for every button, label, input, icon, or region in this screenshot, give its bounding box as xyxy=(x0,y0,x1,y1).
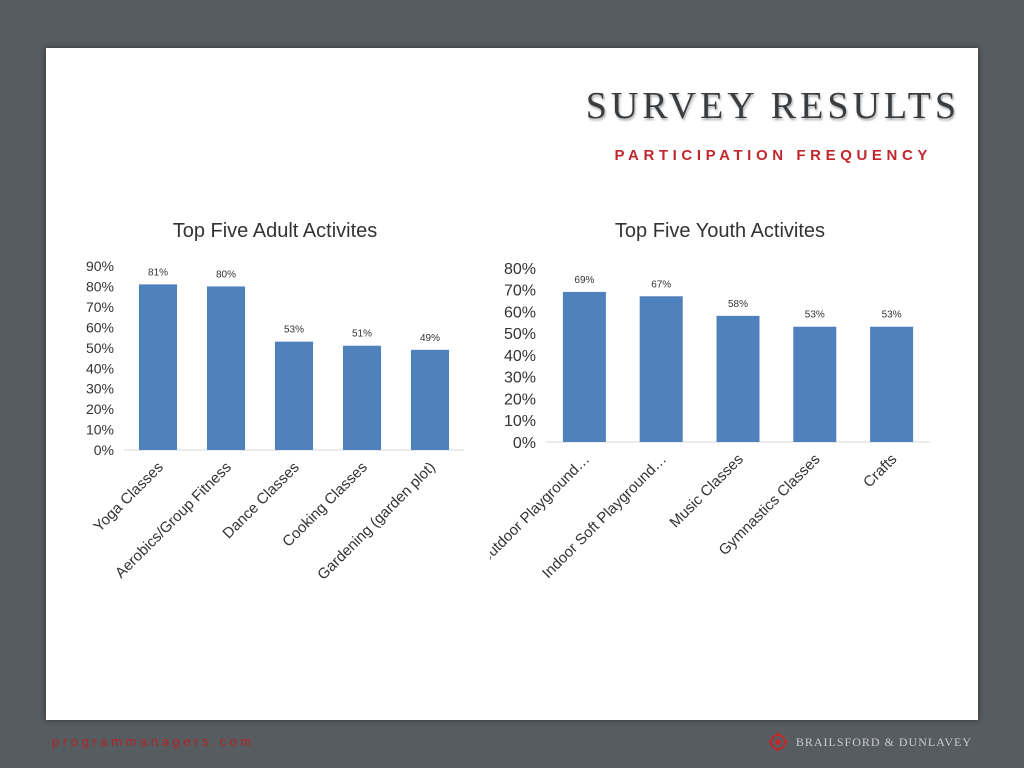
x-tick-label: Aerobics/Group Fitness xyxy=(112,459,235,582)
data-label: 80% xyxy=(216,269,236,280)
bar xyxy=(410,349,450,450)
bar xyxy=(206,286,246,450)
y-tick-label: 20% xyxy=(86,401,114,417)
y-tick-label: 90% xyxy=(86,258,114,274)
x-tick-label: Music Classes xyxy=(666,451,746,531)
data-label: 69% xyxy=(574,275,594,286)
youth-activities-chart: Top Five Youth Activites 0% 10% 20% 30% 40% 5… xyxy=(490,218,950,618)
bar xyxy=(716,315,760,442)
y-tick-label: 30% xyxy=(86,381,114,397)
bar xyxy=(639,296,683,442)
footer-logo-text: BRAILSFORD & DUNLAVEY xyxy=(795,734,972,749)
data-label: 51% xyxy=(352,329,372,340)
y-tick-label: 80% xyxy=(86,278,114,294)
bar xyxy=(793,326,837,442)
y-tick-label: 70% xyxy=(504,283,536,300)
compass-logo-icon xyxy=(766,731,789,753)
y-tick-label: 10% xyxy=(86,422,114,438)
bar xyxy=(562,291,606,442)
y-tick-label: 70% xyxy=(86,299,114,315)
bar xyxy=(274,341,314,450)
footer-logo: BRAILSFORD & DUNLAVEY xyxy=(766,730,972,754)
chart-title: Top Five Adult Activites xyxy=(172,220,378,242)
x-tick-label: Yoga Classes xyxy=(90,459,166,535)
data-label: 81% xyxy=(148,267,168,278)
y-tick-label: 0% xyxy=(513,435,536,452)
page-title: SURVEY RESULTS xyxy=(585,85,960,127)
bar xyxy=(138,284,178,450)
page-subtitle: PARTICIPATION FREQUENCY xyxy=(614,147,932,164)
data-label: 53% xyxy=(284,325,304,336)
footer-url: programmanagers.com xyxy=(52,734,255,749)
bar xyxy=(870,326,914,442)
y-tick-label: 30% xyxy=(504,370,536,387)
data-label: 53% xyxy=(805,310,825,321)
y-tick-label: 60% xyxy=(86,319,114,335)
bar xyxy=(342,345,382,450)
y-tick-label: 80% xyxy=(504,261,536,278)
y-tick-label: 40% xyxy=(86,360,114,376)
data-label: 67% xyxy=(651,279,671,290)
data-label: 58% xyxy=(728,299,748,310)
y-tick-label: 50% xyxy=(504,326,536,343)
youth-chart-plot: 0%10%20%30%40%50%60%70%80%69%Outdoor Pla… xyxy=(490,261,930,582)
x-tick-label: Gardening (garden plot) xyxy=(314,459,439,584)
y-tick-label: 40% xyxy=(504,348,536,365)
y-tick-label: 20% xyxy=(504,391,536,408)
chart-title: Top Five Youth Activites xyxy=(614,220,826,242)
x-tick-label: Crafts xyxy=(860,451,900,491)
y-tick-label: 50% xyxy=(86,340,114,356)
x-tick-label: Indoor Soft Playground… xyxy=(539,451,670,582)
data-label: 53% xyxy=(882,310,902,321)
y-tick-label: 10% xyxy=(504,413,536,430)
adult-chart-plot: 0% 10% 20% 30% 40% 50% 60% 70% 80% 90% 81% Yoga Cla… xyxy=(86,258,464,584)
data-label: 49% xyxy=(420,333,440,344)
y-tick-label: 60% xyxy=(504,304,536,321)
adult-activities-chart: Top Five Adult Activites 0% 10% 20% 30% 40% 5… xyxy=(60,218,490,618)
y-tick-label: 0% xyxy=(94,442,114,458)
